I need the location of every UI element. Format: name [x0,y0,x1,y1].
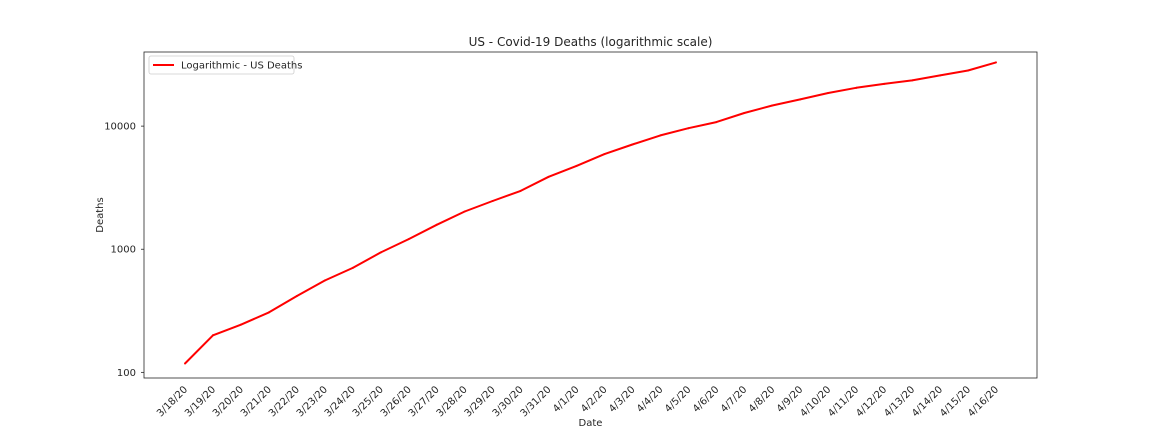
x-tick-label: 4/4/20 [635,384,666,415]
data-point [575,164,578,167]
data-point [267,311,270,314]
data-point [631,143,634,146]
data-point [715,121,718,124]
chart-title: US - Covid-19 Deaths (logarithmic scale) [469,35,713,49]
data-point [547,175,550,178]
x-tick-label: 4/8/20 [747,384,778,415]
data-point [799,98,802,101]
x-tick-label: 4/2/20 [579,384,610,415]
y-tick-label: 1000 [111,245,136,256]
data-point [491,199,494,202]
data-point [911,79,914,82]
x-axis-label: Date [579,418,603,429]
legend-box [148,55,295,75]
y-axis-ticks: 100 1000 10000 [104,122,144,379]
plot-area [143,51,1038,379]
data-point [659,134,662,137]
data-point [855,86,858,89]
x-tick-label: 4/1/20 [551,384,582,415]
data-point [407,238,410,241]
legend: Logarithmic - US Deaths [148,55,302,75]
y-axis-label: Deaths [95,197,106,232]
data-point [184,362,186,365]
x-tick-label: 4/7/20 [719,384,750,415]
x-tick-label: 3/31/20 [519,384,554,419]
x-tick-label: 4/5/20 [663,384,694,415]
y-tick-label: 100 [117,368,136,379]
data-point [295,295,298,298]
data-point [967,69,970,72]
data-point [519,189,522,192]
data-point [379,251,382,254]
data-point [883,82,886,85]
legend-label: Logarithmic - US Deaths [181,61,302,72]
data-point [603,153,606,156]
x-tick-label: 4/3/20 [607,384,638,415]
series-layer [184,61,997,365]
data-point [939,74,942,77]
x-axis-ticks: 3/18/203/19/203/20/203/21/203/22/203/23/… [155,384,1001,419]
data-point [687,127,690,130]
data-point [827,91,830,94]
data-point [463,210,466,213]
data-point [211,334,214,337]
data-point [351,266,354,269]
data-point [435,223,438,226]
x-tick-label: 4/6/20 [691,384,722,415]
y-tick-label: 10000 [104,122,136,133]
data-point [323,279,326,282]
data-point [239,323,242,326]
data-point [995,61,997,64]
data-point [743,111,746,114]
series-line [184,61,997,365]
x-tick-label: 4/16/20 [966,384,1001,419]
data-point [771,104,774,107]
